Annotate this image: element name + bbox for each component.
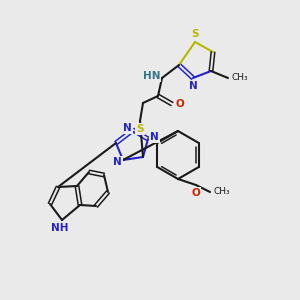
Text: O: O (192, 188, 200, 198)
Text: S: S (136, 124, 144, 134)
Text: NH: NH (51, 223, 69, 233)
Text: CH₃: CH₃ (231, 74, 247, 82)
Text: CH₃: CH₃ (213, 188, 230, 196)
Text: N: N (113, 157, 122, 167)
Text: N: N (189, 81, 197, 91)
Text: N: N (150, 132, 159, 142)
Text: S: S (191, 29, 199, 39)
Text: N: N (123, 123, 132, 133)
Text: HN: HN (142, 71, 160, 81)
Text: O: O (175, 99, 184, 109)
